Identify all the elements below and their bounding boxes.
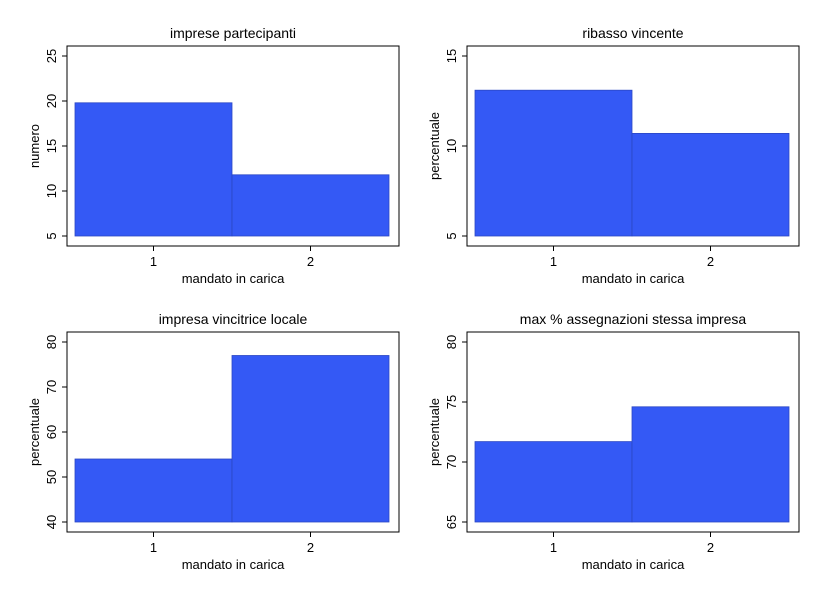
bar-1 — [74, 102, 233, 237]
x-tick-label: 1 — [150, 540, 157, 555]
chart-title: ribasso vincente — [582, 25, 683, 41]
x-tick-label: 1 — [550, 540, 557, 555]
chart-title: impresa vincitrice locale — [159, 311, 308, 327]
bar-2 — [231, 355, 390, 523]
y-tick-label: 50 — [44, 470, 59, 484]
y-axis-label: percentuale — [427, 398, 442, 466]
y-tick-label: 70 — [444, 455, 459, 469]
bar-1 — [474, 89, 633, 237]
bar-2 — [631, 406, 790, 523]
y-axis-label: numero — [27, 124, 42, 168]
x-tick-label: 2 — [307, 254, 314, 269]
x-axis-label: mandato in carica — [582, 271, 685, 286]
x-axis-label: mandato in carica — [582, 557, 685, 572]
y-tick-label: 15 — [44, 139, 59, 153]
y-tick-label: 75 — [444, 395, 459, 409]
chart-title: imprese partecipanti — [170, 25, 296, 41]
y-tick-label: 5 — [444, 232, 459, 239]
y-axis-label: percentuale — [27, 398, 42, 466]
y-tick-label: 70 — [44, 380, 59, 394]
x-tick-label: 1 — [550, 254, 557, 269]
y-tick-label: 5 — [44, 232, 59, 239]
bar-2 — [631, 132, 790, 237]
plot-frame — [466, 331, 800, 533]
y-tick-label: 65 — [444, 515, 459, 529]
bar-1 — [74, 458, 233, 523]
y-tick-label: 15 — [444, 49, 459, 63]
x-tick-label: 2 — [307, 540, 314, 555]
x-axis-label: mandato in carica — [182, 557, 285, 572]
y-tick-label: 60 — [44, 425, 59, 439]
chart-title: max % assegnazioni stessa impresa — [520, 311, 747, 327]
y-tick-label: 20 — [44, 94, 59, 108]
y-axis-label: percentuale — [427, 112, 442, 180]
bar-2 — [231, 174, 390, 237]
y-tick-label: 80 — [444, 335, 459, 349]
x-axis-label: mandato in carica — [182, 271, 285, 286]
y-tick-label: 40 — [44, 515, 59, 529]
y-tick-label: 10 — [444, 139, 459, 153]
x-tick-label: 1 — [150, 254, 157, 269]
x-tick-label: 2 — [707, 254, 714, 269]
bar-1 — [474, 441, 633, 523]
x-tick-label: 2 — [707, 540, 714, 555]
y-tick-label: 80 — [44, 335, 59, 349]
y-tick-label: 25 — [44, 49, 59, 63]
y-tick-label: 10 — [44, 184, 59, 198]
